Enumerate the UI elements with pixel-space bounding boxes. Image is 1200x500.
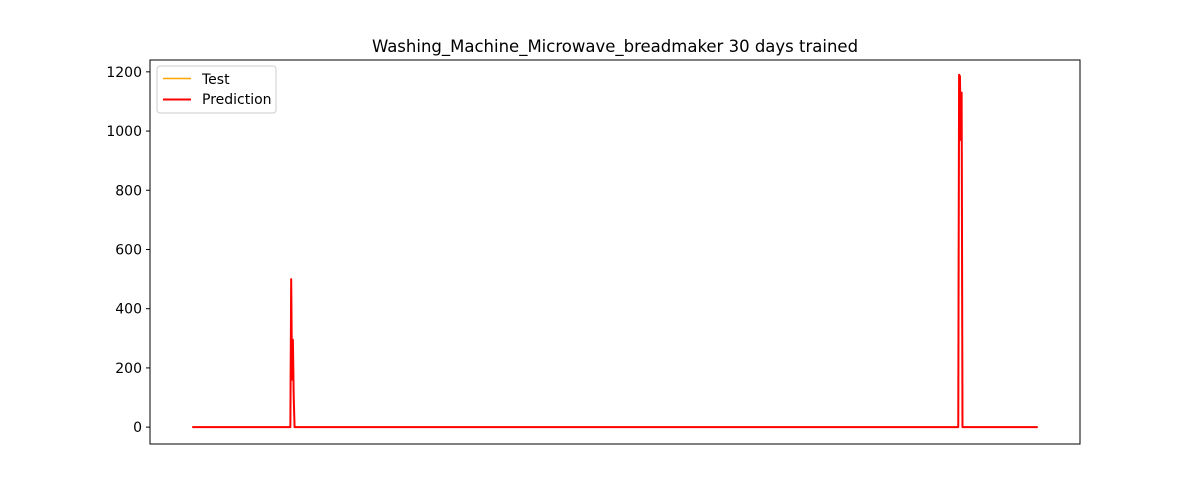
plot-frame (149, 59, 1081, 445)
series-line-prediction (192, 73, 1038, 429)
legend-label-test: Test (201, 72, 230, 88)
legend: Test Prediction (156, 65, 277, 114)
series-layer (192, 73, 1038, 429)
y-tick-label: 1200 (106, 65, 142, 81)
y-tick-label: 400 (115, 302, 142, 318)
y-tick-label: 1000 (106, 124, 142, 140)
y-tick-label: 200 (115, 361, 142, 377)
legend-label-prediction: Prediction (202, 92, 272, 108)
y-axis-ticks: 0 200 400 600 800 1000 1200 (106, 65, 150, 436)
y-tick-label: 600 (115, 242, 142, 258)
y-tick-label: 0 (133, 420, 142, 436)
y-tick-label: 800 (115, 183, 142, 199)
chart-title: Washing_Machine_Microwave_breadmaker 30 … (372, 37, 858, 57)
